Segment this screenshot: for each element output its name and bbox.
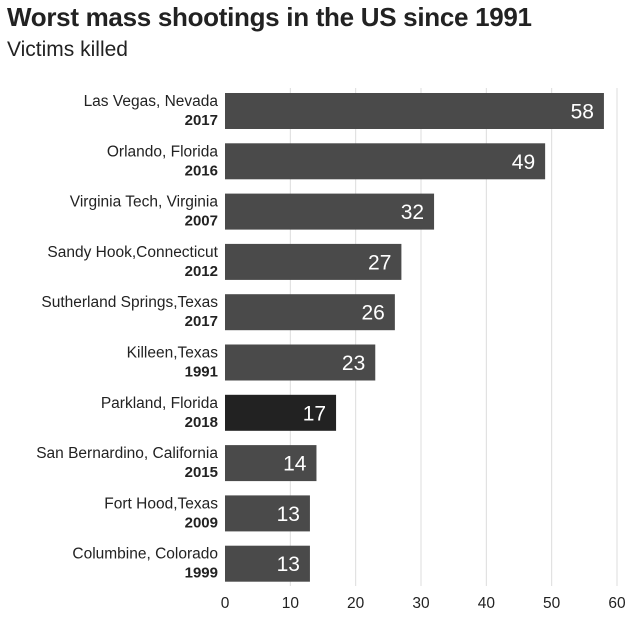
x-tick-label: 20	[347, 595, 365, 612]
category-place-label: Columbine, Colorado	[72, 546, 218, 563]
bar	[225, 495, 310, 532]
bar	[225, 243, 402, 280]
bar	[225, 545, 310, 582]
bar-value-label: 17	[303, 402, 326, 425]
x-tick-label: 0	[221, 595, 230, 612]
x-axis-ticks: 0 10 20 30 40 50 60	[221, 595, 626, 612]
bar	[225, 294, 395, 331]
category-place-label: Sandy Hook,Connecticut	[47, 244, 218, 261]
category-year-label: 2017	[185, 313, 218, 330]
category-place-label: Las Vegas, Nevada	[84, 93, 219, 110]
bar-value-label: 14	[283, 453, 307, 476]
x-tick-label: 60	[608, 595, 626, 612]
category-place-label: Parkland, Florida	[101, 395, 219, 412]
category-place-label: Virginia Tech, Virginia	[70, 194, 219, 211]
category-year-label: 2012	[185, 263, 218, 280]
category-year-label: 2015	[185, 464, 218, 481]
bar	[225, 394, 337, 431]
bar-value-label: 13	[277, 503, 300, 526]
category-labels: Las Vegas, Nevada 2017 Orlando, Florida 201…	[36, 93, 218, 582]
category-place-label: Fort Hood,Texas	[104, 495, 218, 512]
bar-value-label: 23	[342, 352, 365, 375]
bar-value-label: 58	[571, 101, 594, 124]
bar	[225, 143, 546, 180]
x-tick-label: 30	[412, 595, 430, 612]
bar-value-label: 26	[362, 302, 385, 325]
bar-value-label: 27	[368, 251, 391, 274]
category-year-label: 1999	[185, 565, 218, 582]
category-year-label: 2009	[185, 514, 218, 531]
category-place-label: Sutherland Springs,Texas	[41, 294, 218, 311]
bar	[225, 193, 435, 230]
bar-value-label: 49	[512, 151, 535, 174]
category-year-label: 1991	[185, 364, 218, 381]
chart-subtitle: Victims killed	[7, 38, 128, 61]
category-place-label: San Bernardino, California	[36, 445, 218, 462]
category-year-label: 2018	[185, 414, 218, 431]
bar-value-label: 13	[277, 553, 300, 576]
bar	[225, 344, 376, 381]
category-year-label: 2007	[185, 213, 218, 230]
bar	[225, 93, 604, 129]
category-place-label: Killeen,Texas	[127, 345, 219, 362]
category-place-label: Orlando, Florida	[107, 143, 219, 160]
category-year-label: 2016	[185, 162, 218, 179]
bar-value-label: 32	[401, 201, 424, 224]
x-tick-label: 10	[282, 595, 300, 612]
chart-title: Worst mass shootings in the US since 199…	[7, 2, 532, 32]
bars: 58 49 32 27 26 23 17 14 13 13	[225, 93, 604, 582]
x-tick-label: 50	[543, 595, 561, 612]
x-tick-label: 40	[478, 595, 496, 612]
bar	[225, 445, 317, 482]
category-year-label: 2017	[185, 112, 218, 129]
